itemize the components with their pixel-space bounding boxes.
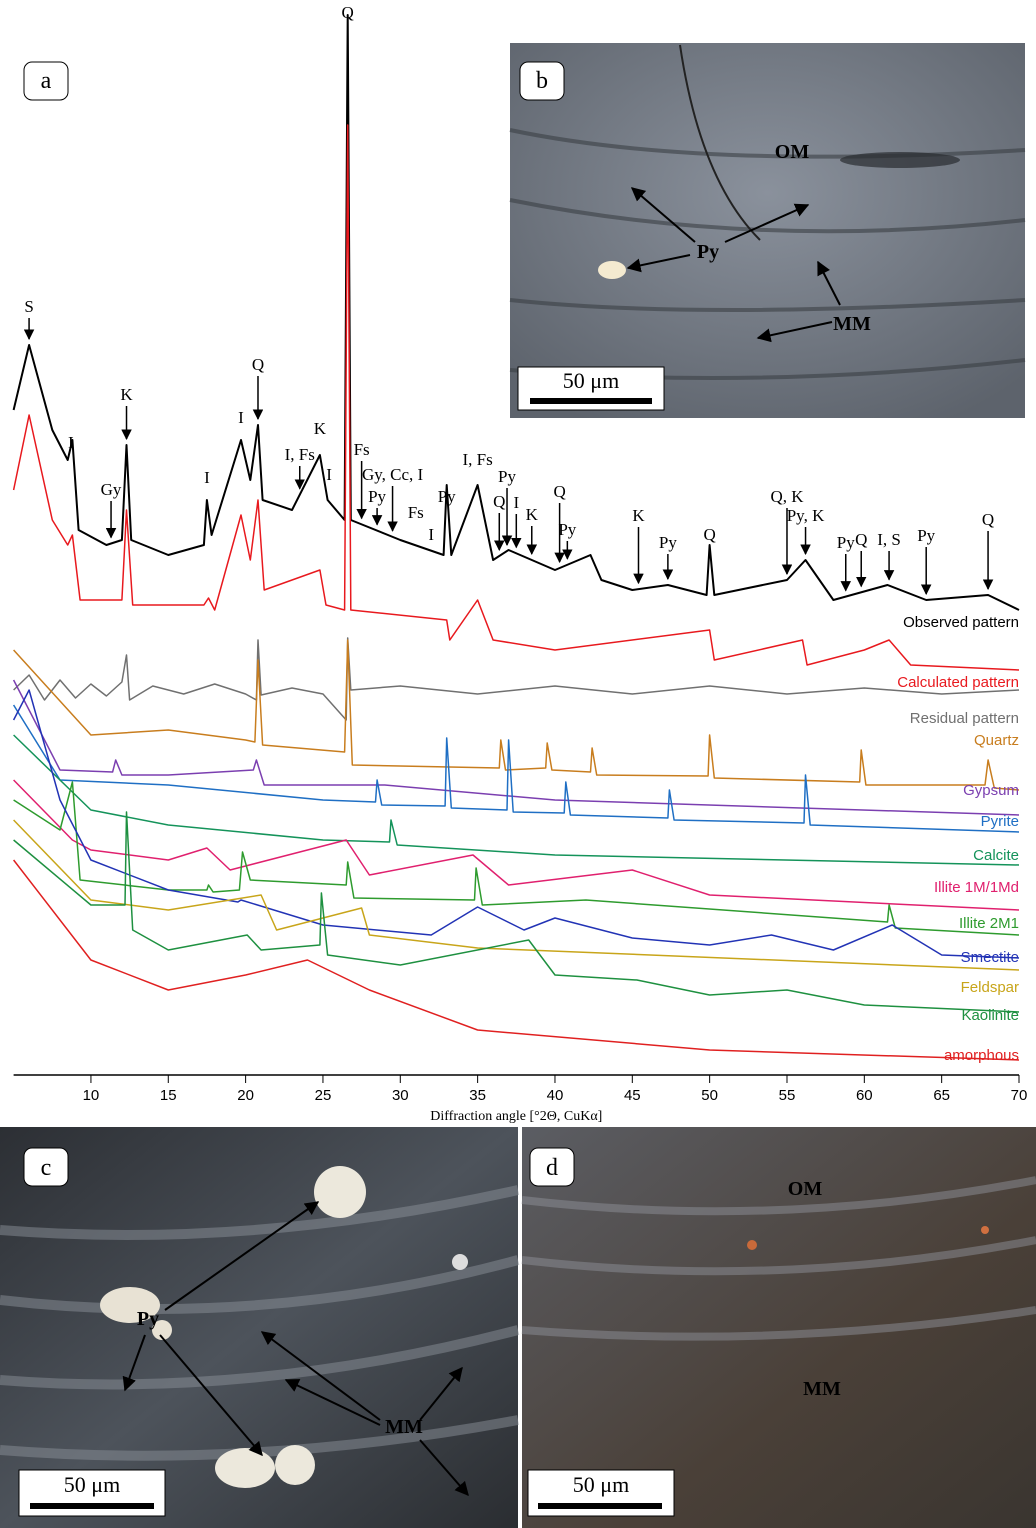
peak-label: Q [493,492,505,511]
xrd-curve [14,638,1019,720]
curve-label: Quartz [974,732,1019,749]
curve-label: Calcite [973,847,1019,864]
panel-letter: a [41,68,52,94]
peak-label: Q [855,530,867,549]
micrograph-c: c Py MM 50 μm [0,1127,518,1528]
peak-label: Fs [408,503,424,522]
x-tick-label: 20 [237,1087,254,1104]
peak-label: Py [368,487,386,506]
panel-letter: d [546,1155,558,1181]
photo-label: MM [833,313,871,335]
peak-label: Q [342,3,354,22]
page: {"panels": { "a": {"letter": "a"}, "b": … [0,0,1036,1528]
xrd-curve [14,782,1019,935]
peak-label: Py [659,533,677,552]
x-tick-label: 35 [469,1087,486,1104]
peak-label: I, Fs [463,450,493,469]
scale-label: 50 μm [573,1472,629,1497]
micrograph-d: d OM MM 50 μm [522,1127,1036,1528]
photo-label: OM [788,1178,823,1200]
peak-label: S [24,297,33,316]
xrd-curve [14,812,1019,1012]
peak-label: K [314,419,327,438]
x-tick-label: 45 [624,1087,641,1104]
peak-label: K [120,385,133,404]
peak-label: Q, K [770,487,804,506]
x-tick-label: 10 [83,1087,100,1104]
xrd-curve [14,735,1019,865]
scale-label: 50 μm [563,368,619,393]
curve-label: Residual pattern [910,710,1019,727]
peak-label: K [632,506,645,525]
peak-label: I, Fs [285,445,315,464]
x-tick-label: 40 [547,1087,564,1104]
micrograph-b: b OM Py MM 50 μm [510,43,1025,418]
peak-label: I [68,433,74,452]
x-tick-label: 55 [779,1087,796,1104]
peak-label: K [526,505,539,524]
peak-label: I, S [877,530,901,549]
curve-label: amorphous [944,1047,1019,1064]
x-axis-label: Diffraction angle [°2Θ, CuKα] [430,1109,602,1124]
xrd-curve [14,705,1019,832]
peak-label: I [326,465,332,484]
x-tick-label: 60 [856,1087,873,1104]
peak-label: Py [558,520,576,539]
curve-label: Pyrite [981,813,1019,830]
figure: a b OM Py MM 50 μm c Py MM [0,0,1036,1528]
peak-label: I [204,468,210,487]
x-tick-label: 50 [701,1087,718,1104]
peak-label: Q [982,510,994,529]
peak-label: Gy [101,480,122,499]
scale-label: 50 μm [64,1472,120,1497]
x-tick-label: 15 [160,1087,177,1104]
x-tick-label: 65 [933,1087,950,1104]
panel-letter: c [41,1155,52,1181]
peak-label: I [238,408,244,427]
peak-label: Gy, Cc, I [362,465,424,484]
x-tick-label: 30 [392,1087,409,1104]
peak-label: Py, K [787,506,825,525]
photo-label: MM [385,1416,423,1438]
x-tick-label: 70 [1011,1087,1028,1104]
xrd-curve [14,780,1019,910]
x-tick-label: 25 [315,1087,332,1104]
curve-label: Observed pattern [903,614,1019,631]
panel-letter: b [536,68,548,94]
curve-label: Kaolinite [961,1007,1019,1024]
curve-label: Calculated pattern [897,674,1019,691]
curve-label: Illite 2M1 [959,915,1019,932]
photo-label: OM [775,141,810,163]
xrd-curve [14,680,1019,815]
photo-label: MM [803,1378,841,1400]
curve-label: Smectite [961,949,1019,966]
peak-label: Py [917,526,935,545]
peak-label: I [428,525,434,544]
curve-label: Gypsum [963,782,1019,799]
peak-label: Q [704,525,716,544]
photo-label: Py [137,1308,159,1330]
photo-label: Py [697,241,719,263]
peak-label: Py [837,533,855,552]
peak-label: Q [553,482,565,501]
curve-label: Illite 1M/1Md [934,879,1019,896]
peak-label: Q [252,355,264,374]
peak-label: I [513,493,519,512]
peak-label: Py [438,487,456,506]
curve-label: Feldspar [961,979,1019,996]
xrd-curve [14,640,1019,790]
peak-label: Fs [354,440,370,459]
peak-label: Py [498,467,516,486]
